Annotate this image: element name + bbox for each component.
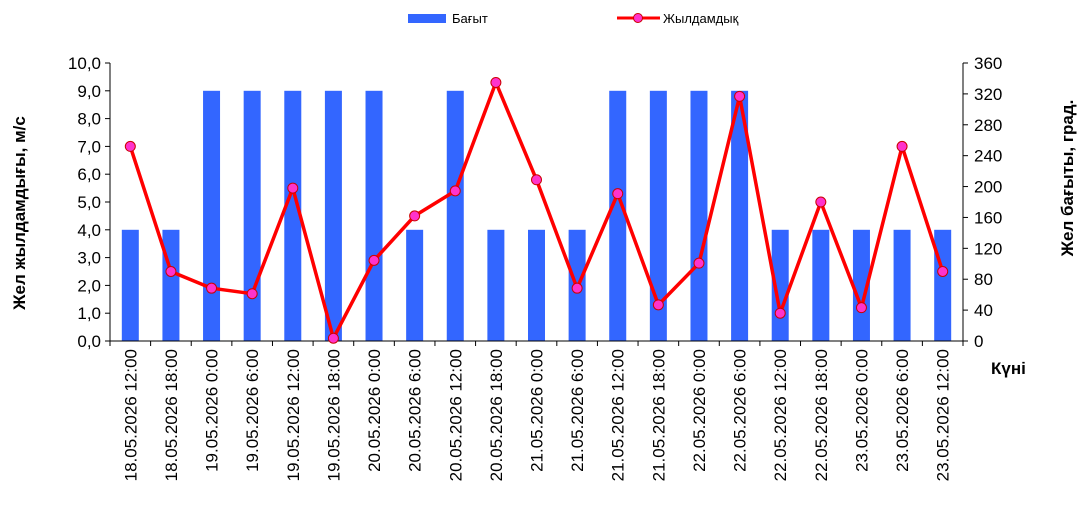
- x-axis-title: Күні: [991, 359, 1026, 378]
- y-left-tick-label: 4,0: [77, 221, 101, 240]
- bar: [893, 229, 911, 341]
- y-left-tick-label: 1,0: [77, 304, 101, 323]
- speed-point: [206, 282, 218, 294]
- x-tick-label: 20.05.2026 18:00: [487, 349, 506, 481]
- y-left-tick-label: 6,0: [77, 165, 101, 184]
- x-tick-label: 23.05.2026 6:00: [893, 349, 912, 472]
- bar: [121, 229, 139, 341]
- legend: Бағыт Жылдамдық: [408, 11, 739, 26]
- y-axis-left-title: Жел жылдамдығы, м/с: [10, 116, 29, 311]
- bar: [528, 229, 545, 341]
- x-tick-label: 19.05.2026 0:00: [203, 349, 222, 472]
- y-left-tick-label: 3,0: [77, 249, 101, 268]
- speed-point: [287, 182, 299, 194]
- bar: [203, 90, 221, 341]
- speed-point: [652, 299, 664, 311]
- x-tick-label: 23.05.2026 0:00: [852, 349, 871, 472]
- y-left-tick-label: 0,0: [77, 332, 101, 351]
- y-left-tick-label: 2,0: [77, 276, 101, 295]
- legend-bar-swatch: [408, 14, 446, 23]
- y-right-tick-label: 320: [974, 85, 1002, 104]
- speed-point: [246, 288, 258, 300]
- speed-point: [734, 90, 746, 102]
- bar: [446, 90, 464, 341]
- tick-labels: 0,0 1,0 2,0 3,0 4,0 5,0 6,0 7,0 8,0 9,0 10,0 0 40 80 1…: [68, 54, 1002, 481]
- bar: [406, 229, 424, 341]
- y-right-tick-label: 80: [974, 270, 993, 289]
- speed-point: [612, 188, 624, 200]
- legend-line-marker: [633, 13, 643, 23]
- bar: [731, 90, 749, 341]
- y-left-tick-label: 10,0: [68, 54, 101, 73]
- speed-point: [571, 282, 583, 294]
- speed-point: [815, 196, 827, 208]
- x-tick-label: 21.05.2026 18:00: [649, 349, 668, 481]
- speed-point: [409, 210, 421, 222]
- bar: [934, 229, 952, 341]
- bar: [365, 90, 383, 341]
- speed-point: [531, 174, 542, 186]
- y-left-tick-label: 7,0: [77, 137, 101, 156]
- x-tick-label: 19.05.2026 6:00: [243, 349, 262, 472]
- bar: [487, 229, 505, 341]
- speed-point: [490, 76, 502, 88]
- speed-point: [449, 185, 461, 197]
- y-right-tick-label: 40: [974, 301, 993, 320]
- speed-point: [124, 140, 136, 152]
- speed-point: [693, 257, 705, 269]
- y-right-tick-label: 200: [974, 178, 1002, 197]
- x-tick-label: 20.05.2026 12:00: [446, 349, 465, 481]
- x-tick-label: 22.05.2026 6:00: [731, 349, 750, 472]
- x-tick-label: 19.05.2026 18:00: [324, 349, 343, 481]
- x-tick-label: 21.05.2026 12:00: [609, 349, 628, 481]
- legend-line-label: Жылдамдық: [663, 11, 739, 26]
- legend-bar-label: Бағыт: [452, 11, 488, 26]
- bar: [243, 90, 261, 341]
- x-tick-label: 21.05.2026 6:00: [568, 349, 587, 472]
- speed-point: [937, 266, 949, 277]
- y-left-tick-label: 9,0: [77, 82, 101, 101]
- line-series: [124, 76, 949, 344]
- x-tick-label: 20.05.2026 0:00: [365, 349, 384, 472]
- y-left-tick-label: 8,0: [77, 110, 101, 129]
- bar: [162, 229, 180, 341]
- bar: [324, 90, 342, 341]
- speed-point: [165, 266, 177, 277]
- x-tick-label: 19.05.2026 12:00: [284, 349, 303, 481]
- y-right-tick-label: 360: [974, 54, 1002, 73]
- x-tick-label: 22.05.2026 18:00: [812, 349, 831, 481]
- y-axis-right-title: Жел бағыты, град.: [1058, 100, 1077, 258]
- bar: [852, 229, 870, 341]
- speed-point: [896, 140, 908, 152]
- bar: [609, 90, 627, 341]
- bar: [649, 90, 667, 341]
- x-tick-label: 22.05.2026 12:00: [771, 349, 790, 481]
- axes: [105, 62, 968, 346]
- bar-series: [121, 90, 952, 341]
- bar: [812, 229, 830, 341]
- bar: [284, 90, 302, 341]
- x-tick-label: 22.05.2026 0:00: [690, 349, 709, 472]
- x-tick-label: 20.05.2026 6:00: [406, 349, 425, 472]
- x-tick-label: 23.05.2026 12:00: [934, 349, 953, 481]
- y-right-tick-label: 240: [974, 147, 1002, 166]
- y-right-tick-label: 0: [974, 332, 983, 351]
- x-tick-label: 21.05.2026 0:00: [528, 349, 547, 472]
- speed-point: [368, 254, 380, 266]
- speed-point: [855, 302, 867, 314]
- y-right-tick-label: 120: [974, 239, 1002, 258]
- x-tick-label: 18.05.2026 18:00: [162, 349, 181, 481]
- y-right-tick-label: 160: [974, 208, 1002, 227]
- y-left-tick-label: 5,0: [77, 193, 101, 212]
- bar: [690, 90, 708, 341]
- y-right-tick-label: 280: [974, 116, 1002, 135]
- x-tick-label: 18.05.2026 12:00: [121, 349, 140, 481]
- speed-point: [774, 307, 786, 319]
- speed-point: [327, 332, 339, 344]
